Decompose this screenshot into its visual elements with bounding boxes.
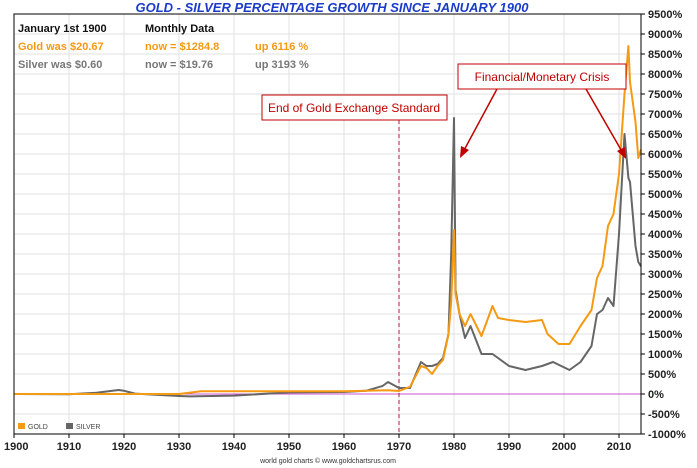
annotation-gold-exchange: End of Gold Exchange Standard bbox=[261, 94, 448, 121]
y-tick-label-6: 6500% bbox=[648, 129, 682, 141]
series-line-silver bbox=[13, 117, 642, 398]
y-tick-label-17: 1000% bbox=[648, 349, 682, 361]
y-tick-label-19: 0% bbox=[648, 389, 664, 401]
annotation-box-gold-exchange bbox=[261, 94, 448, 121]
annotation-box-crisis bbox=[457, 63, 627, 90]
y-tick-label-10: 4500% bbox=[648, 209, 682, 221]
y-tick-label-18: 500% bbox=[648, 369, 676, 381]
info-silver-now: now = $19.76 bbox=[145, 59, 213, 71]
info-gold-start: Gold was $20.67 bbox=[18, 41, 104, 53]
x-axis-ticks: 1900 1910 1920 1930 1940 1950 1960 1970 1980 1990… bbox=[4, 434, 631, 453]
x-tick-label-0: 1900 bbox=[4, 441, 28, 453]
y-tick-label-14: 2500% bbox=[648, 289, 682, 301]
y-tick-label-12: 3500% bbox=[648, 249, 682, 261]
info-gold-now: now = $1284.8 bbox=[145, 41, 219, 53]
legend: GOLD SILVER bbox=[18, 423, 100, 431]
y-tick-label-16: 1500% bbox=[648, 329, 682, 341]
x-tick-label-5: 1950 bbox=[277, 441, 301, 453]
info-frequency: Monthly Data bbox=[145, 23, 215, 35]
legend-label-gold: GOLD bbox=[28, 424, 48, 431]
x-tick-label-10: 2000 bbox=[552, 441, 576, 453]
y-tick-label-0: 9500% bbox=[648, 9, 682, 21]
legend-swatch-gold bbox=[18, 423, 25, 429]
y-tick-label-3: 8000% bbox=[648, 69, 682, 81]
crisis-arrow-1980 bbox=[461, 88, 498, 155]
x-tick-label-8: 1980 bbox=[442, 441, 466, 453]
crisis-arrowhead-1980 bbox=[460, 146, 469, 158]
annotation-crisis: Financial/Monetary Crisis bbox=[457, 63, 627, 159]
legend-label-silver: SILVER bbox=[76, 424, 100, 431]
x-tick-label-11: 2010 bbox=[607, 441, 631, 453]
annotation-crisis-text: Financial/Monetary Crisis bbox=[475, 70, 610, 84]
crisis-arrow-2011 bbox=[585, 88, 625, 156]
y-tick-label-13: 3000% bbox=[648, 269, 682, 281]
x-tick-label-2: 1920 bbox=[112, 441, 136, 453]
y-tick-label-20: -500% bbox=[648, 409, 680, 421]
y-tick-label-4: 7500% bbox=[648, 89, 682, 101]
y-tick-label-1: 9000% bbox=[648, 29, 682, 41]
chart-credit: world gold charts © www.goldchartsrus.co… bbox=[259, 457, 396, 465]
x-tick-label-7: 1970 bbox=[387, 441, 411, 453]
x-tick-label-3: 1930 bbox=[167, 441, 191, 453]
x-tick-label-9: 1990 bbox=[497, 441, 521, 453]
info-gold-change: up 6116 % bbox=[255, 41, 308, 53]
series-line-gold bbox=[14, 45, 642, 395]
y-tick-label-2: 8500% bbox=[648, 49, 682, 61]
y-tick-label-7: 6000% bbox=[648, 149, 682, 161]
info-block: January 1st 1900 Monthly Data Gold was $… bbox=[18, 23, 309, 71]
x-tick-label-6: 1960 bbox=[332, 441, 356, 453]
annotation-gold-exchange-text: End of Gold Exchange Standard bbox=[268, 101, 440, 115]
x-tick-label-1: 1910 bbox=[57, 441, 81, 453]
info-silver-start: Silver was $0.60 bbox=[18, 59, 102, 71]
x-tick-label-4: 1940 bbox=[222, 441, 246, 453]
y-tick-label-11: 4000% bbox=[648, 229, 682, 241]
series-lines bbox=[13, 45, 642, 398]
y-axis-ticks: 9500% 9000% 8500% 8000% 7500% 7000% 6500% 6000%… bbox=[641, 9, 686, 441]
info-silver-change: up 3193 % bbox=[255, 59, 309, 71]
y-tick-label-21: -1000% bbox=[648, 429, 686, 441]
crisis-arrowhead-2011 bbox=[617, 147, 626, 159]
info-date: January 1st 1900 bbox=[18, 23, 107, 35]
plot-frame bbox=[13, 13, 642, 435]
y-tick-label-9: 5000% bbox=[648, 189, 682, 201]
y-tick-label-5: 7000% bbox=[648, 109, 682, 121]
legend-swatch-silver bbox=[66, 423, 73, 429]
chart-title: GOLD - SILVER PERCENTAGE GROWTH SINCE JA… bbox=[136, 0, 530, 15]
y-tick-label-15: 2000% bbox=[648, 309, 682, 321]
y-tick-label-8: 5500% bbox=[648, 169, 682, 181]
